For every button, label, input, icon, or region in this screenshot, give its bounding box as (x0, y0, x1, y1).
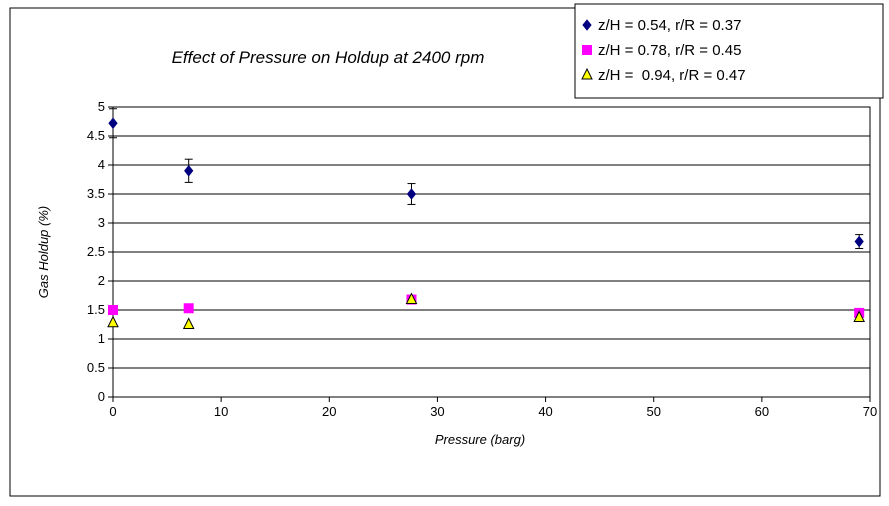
data-point (182, 317, 195, 329)
data-point (108, 305, 118, 315)
data-point (107, 315, 119, 328)
y-tick-label: 0 (98, 389, 105, 404)
legend: z/H = 0.54, r/R = 0.37 z/H = 0.78, r/R = … (574, 3, 884, 99)
series-3 (107, 292, 865, 329)
chart-title: Effect of Pressure on Holdup at 2400 rpm (172, 48, 485, 67)
y-tick-label: 4.5 (87, 128, 105, 143)
x-tick-label: 0 (109, 404, 116, 419)
y-tick-label: 1 (98, 331, 105, 346)
x-axis-label: Pressure (barg) (435, 432, 525, 447)
y-tick-label: 2.5 (87, 244, 105, 259)
y-tick-label: 1.5 (87, 302, 105, 317)
legend-label-1: z/H = 0.54, r/R = 0.37 (598, 17, 741, 34)
legend-marker-2 (582, 45, 592, 55)
x-tick-label: 70 (863, 404, 877, 419)
y-tick-label: 0.5 (87, 360, 105, 375)
data-point (854, 235, 864, 248)
legend-label-2: z/H = 0.78, r/R = 0.45 (598, 42, 741, 59)
legend-marker-3 (581, 67, 593, 80)
x-tick-label: 30 (430, 404, 444, 419)
x-tick-label: 20 (322, 404, 336, 419)
y-tick-label: 4 (98, 157, 105, 172)
data-series (107, 108, 865, 329)
legend-box (574, 3, 884, 99)
y-axis-label: Gas Holdup (%) (36, 206, 51, 298)
data-point (406, 188, 417, 200)
x-tick-labels: 0 10 20 30 40 50 60 70 (109, 404, 877, 419)
y-tick-label: 2 (98, 273, 105, 288)
legend-marker-1 (582, 19, 592, 31)
y-tick-label: 3 (98, 215, 105, 230)
legend-label-3: z/H = 0.94, r/R = 0.47 (598, 67, 746, 84)
x-tick-label: 60 (755, 404, 769, 419)
y-tick-label: 3.5 (87, 186, 105, 201)
plot-area (112, 106, 871, 398)
data-point (853, 310, 865, 323)
data-point (108, 117, 118, 130)
x-tick-label: 10 (214, 404, 228, 419)
data-point (405, 292, 418, 305)
x-tick-label: 50 (646, 404, 660, 419)
y-tick-label: 5 (98, 99, 105, 114)
data-point (184, 164, 194, 177)
series-1 (108, 108, 864, 250)
x-tick-label: 40 (538, 404, 552, 419)
data-point (183, 303, 194, 314)
y-tick-labels: 0 0.5 1 1.5 2 2.5 3 3.5 4 4.5 5 (87, 99, 105, 404)
